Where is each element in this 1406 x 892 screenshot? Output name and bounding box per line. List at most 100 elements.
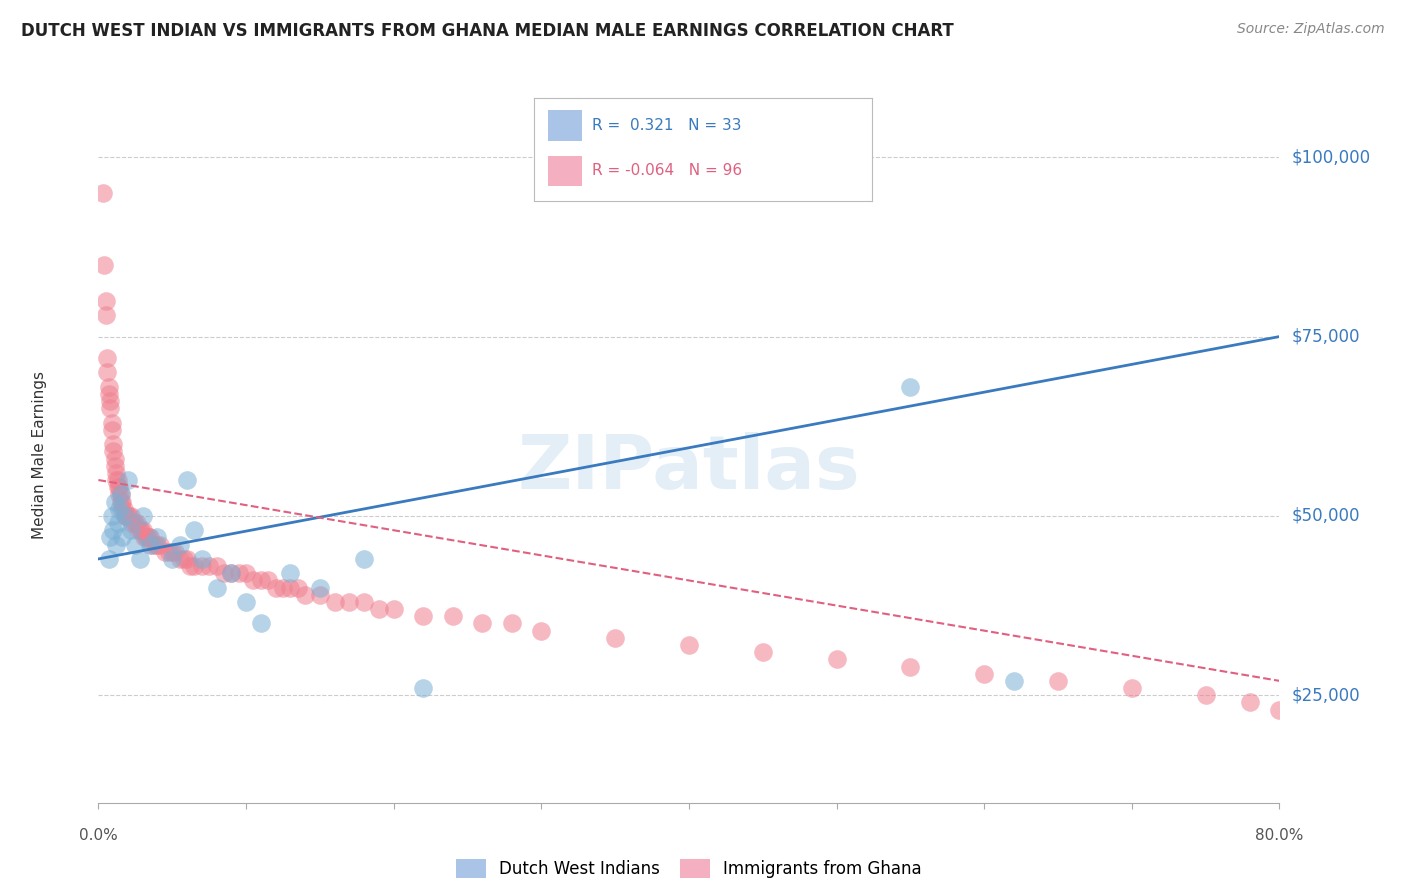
- Point: [176, 552, 198, 566]
- Point: [900, 380, 922, 394]
- Point: [98, 401, 121, 416]
- Point: [353, 552, 375, 566]
- Point: [337, 595, 360, 609]
- Point: [120, 508, 142, 523]
- Point: [104, 451, 127, 466]
- Point: [205, 559, 228, 574]
- Point: [157, 545, 180, 559]
- Point: [1046, 673, 1069, 688]
- Point: [117, 473, 139, 487]
- Text: Source: ZipAtlas.com: Source: ZipAtlas.com: [1237, 22, 1385, 37]
- Point: [309, 581, 332, 595]
- Point: [93, 258, 115, 272]
- Point: [287, 581, 309, 595]
- Point: [103, 523, 125, 537]
- Point: [115, 508, 138, 523]
- Point: [162, 552, 183, 566]
- Point: [169, 538, 191, 552]
- Point: [114, 508, 136, 523]
- Point: [105, 466, 128, 480]
- Text: R =  0.321   N = 33: R = 0.321 N = 33: [592, 119, 741, 133]
- Point: [179, 559, 201, 574]
- Point: [110, 487, 132, 501]
- Point: [271, 581, 294, 595]
- Point: [107, 480, 129, 494]
- Point: [825, 652, 848, 666]
- Point: [146, 530, 169, 544]
- Point: [98, 530, 121, 544]
- Point: [183, 559, 205, 574]
- Point: [530, 624, 553, 638]
- Point: [149, 538, 172, 552]
- Point: [111, 494, 134, 508]
- Bar: [548, 155, 582, 186]
- Point: [441, 609, 464, 624]
- Point: [219, 566, 242, 581]
- Point: [219, 566, 242, 581]
- Point: [108, 487, 131, 501]
- Point: [114, 508, 136, 523]
- Point: [278, 566, 302, 581]
- Point: [228, 566, 250, 581]
- Text: R = -0.064   N = 96: R = -0.064 N = 96: [592, 163, 742, 178]
- Point: [353, 595, 375, 609]
- Point: [412, 609, 434, 624]
- Point: [278, 581, 302, 595]
- Point: [105, 473, 128, 487]
- Point: [257, 574, 280, 588]
- Point: [138, 530, 160, 544]
- Point: [97, 380, 120, 394]
- Point: [294, 588, 316, 602]
- Point: [678, 638, 700, 652]
- Point: [135, 530, 157, 544]
- Point: [1268, 702, 1291, 716]
- Point: [309, 588, 332, 602]
- Point: [110, 494, 132, 508]
- Point: [105, 538, 128, 552]
- Point: [127, 523, 149, 537]
- Point: [125, 516, 148, 530]
- Point: [176, 473, 198, 487]
- Point: [153, 545, 176, 559]
- Point: [900, 659, 922, 673]
- Text: $50,000: $50,000: [1291, 507, 1360, 524]
- Bar: [548, 111, 582, 141]
- Point: [134, 530, 156, 544]
- Point: [124, 516, 146, 530]
- Point: [107, 473, 129, 487]
- Point: [1121, 681, 1143, 695]
- Point: [132, 508, 155, 523]
- Point: [110, 487, 132, 501]
- Point: [198, 559, 221, 574]
- Point: [1195, 688, 1218, 702]
- Point: [368, 602, 391, 616]
- Point: [121, 516, 143, 530]
- Point: [235, 595, 257, 609]
- Point: [111, 530, 134, 544]
- Point: [94, 293, 117, 308]
- Point: [120, 523, 142, 537]
- Point: [128, 552, 150, 566]
- Point: [112, 501, 135, 516]
- Text: $100,000: $100,000: [1291, 148, 1371, 166]
- Point: [104, 494, 127, 508]
- Point: [97, 552, 120, 566]
- Point: [141, 538, 163, 552]
- Point: [471, 616, 494, 631]
- Text: 0.0%: 0.0%: [79, 828, 118, 843]
- Point: [212, 566, 235, 581]
- Point: [103, 444, 125, 458]
- Point: [169, 552, 191, 566]
- Point: [165, 545, 187, 559]
- Point: [501, 616, 523, 631]
- Text: ZIPatlas: ZIPatlas: [517, 433, 860, 506]
- Point: [235, 566, 257, 581]
- Point: [107, 516, 129, 530]
- Point: [136, 530, 159, 544]
- Point: [139, 538, 162, 552]
- Point: [605, 631, 627, 645]
- Point: [191, 552, 214, 566]
- Point: [100, 423, 122, 437]
- Point: [205, 581, 228, 595]
- Point: [242, 574, 264, 588]
